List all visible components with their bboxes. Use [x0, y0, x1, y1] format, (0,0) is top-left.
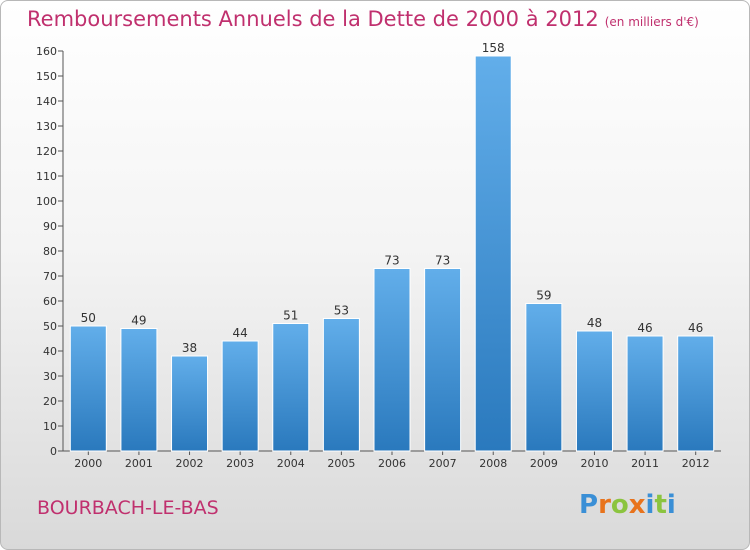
- bar-2008: [474, 55, 512, 452]
- y-tick-label: 160: [36, 45, 57, 58]
- y-tick-label: 130: [36, 120, 57, 133]
- value-label-2005: 53: [334, 304, 349, 318]
- y-tick-label: 120: [36, 145, 57, 158]
- y-tick-label: 40: [43, 345, 57, 358]
- y-tick-label: 110: [36, 170, 57, 183]
- y-tick-label: 100: [36, 195, 57, 208]
- y-tick-label: 80: [43, 245, 57, 258]
- y-tick-label: 20: [43, 395, 57, 408]
- logo-letter: r: [598, 490, 611, 520]
- x-tick-label: 2012: [682, 457, 710, 470]
- x-tick-label: 2004: [277, 457, 305, 470]
- value-label-2001: 49: [131, 314, 146, 328]
- chart-title: Remboursements Annuels de la Dette de 20…: [27, 7, 699, 31]
- x-tick-label: 2009: [530, 457, 558, 470]
- x-axis: 2000 2001 2002 2003 2004 2005 2006 2007 2008 2009…: [63, 450, 721, 470]
- y-tick-label: 60: [43, 295, 57, 308]
- bar-2010: [575, 330, 613, 452]
- logo-letter: x: [628, 490, 646, 520]
- city-name: BOURBACH-LE-BAS: [37, 497, 219, 519]
- bars: [69, 55, 715, 452]
- value-label-2008: 158: [482, 41, 505, 55]
- chart-unit: (en milliers d'€): [604, 15, 699, 29]
- y-tick-label: 150: [36, 70, 57, 83]
- logo-letter: P: [579, 490, 599, 520]
- bar-2011: [626, 335, 664, 452]
- bar-2003: [221, 340, 259, 452]
- x-tick-label: 2007: [429, 457, 457, 470]
- y-tick-label: 70: [43, 270, 57, 283]
- y-tick-label: 0: [50, 445, 57, 458]
- bar-2000: [69, 325, 107, 452]
- bar-2009: [525, 303, 563, 452]
- bar-2006: [373, 268, 411, 452]
- value-label-2002: 38: [182, 341, 197, 355]
- y-tick-label: 50: [43, 320, 57, 333]
- x-tick-label: 2006: [378, 457, 406, 470]
- value-label-2011: 46: [637, 321, 652, 335]
- y-tick-label: 90: [43, 220, 57, 233]
- bar-2004: [272, 323, 310, 452]
- value-label-2009: 59: [536, 289, 551, 303]
- x-tick-label: 2003: [226, 457, 254, 470]
- logo-letter: o: [610, 490, 629, 520]
- value-label-2000: 50: [81, 311, 96, 325]
- bar-2005: [322, 318, 360, 452]
- value-label-2010: 48: [587, 316, 602, 330]
- value-label-2004: 51: [283, 309, 298, 323]
- x-tick-label: 2008: [479, 457, 507, 470]
- x-tick-label: 2001: [125, 457, 153, 470]
- value-label-2012: 46: [688, 321, 703, 335]
- x-tick-label: 2010: [580, 457, 608, 470]
- value-labels: 50 49 38 44 51 53 73 73 158 59 48 46 46: [81, 41, 704, 355]
- logo-letter: t: [654, 490, 667, 520]
- y-tick-label: 140: [36, 95, 57, 108]
- x-tick-label: 2011: [631, 457, 659, 470]
- value-label-2007: 73: [435, 254, 450, 268]
- logo-letter: i: [666, 490, 676, 520]
- bar-2002: [171, 355, 209, 452]
- x-tick-label: 2000: [74, 457, 102, 470]
- logo-letter: i: [645, 490, 655, 520]
- bar-2001: [120, 328, 158, 452]
- x-tick-label: 2005: [327, 457, 355, 470]
- bar-2012: [677, 335, 715, 452]
- proxiti-logo: Proxiti: [579, 490, 676, 520]
- value-label-2003: 44: [233, 326, 248, 340]
- y-axis: 0 10 20 30 40 50 60 70 80 90 100 110 120 130 140 150 160: [36, 45, 64, 458]
- y-tick-label: 30: [43, 370, 57, 383]
- y-tick-label: 10: [43, 420, 57, 433]
- value-label-2006: 73: [384, 254, 399, 268]
- bar-2007: [424, 268, 462, 452]
- x-tick-label: 2002: [176, 457, 204, 470]
